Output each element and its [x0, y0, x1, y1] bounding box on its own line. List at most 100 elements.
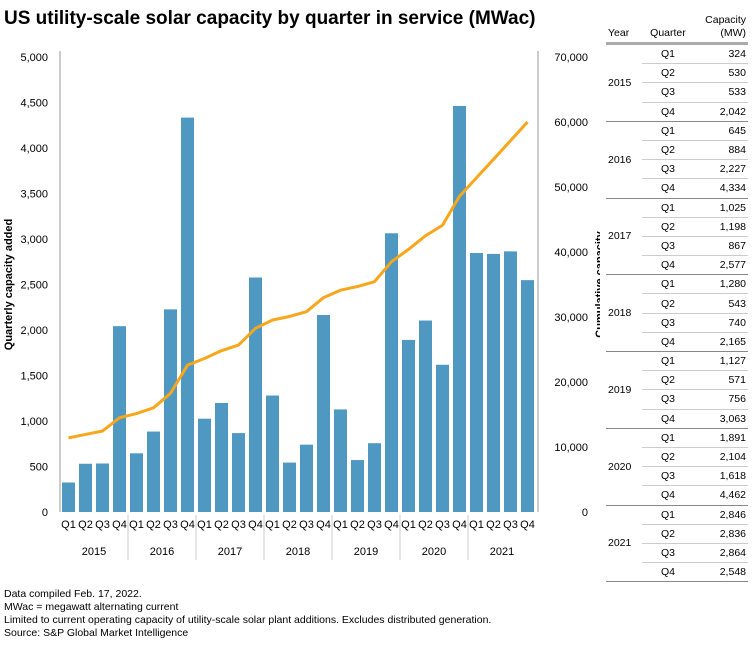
year-cell: 2016 — [606, 121, 642, 199]
y2-tick-label: 0 — [582, 507, 588, 519]
year-label: 2015 — [82, 546, 106, 558]
bar — [198, 418, 211, 512]
x-tick-label: Q2 — [418, 519, 433, 531]
quarter-cell: Q4 — [641, 255, 694, 276]
y-tick-label: 1,500 — [20, 371, 48, 383]
table-row: Q2 543 — [606, 293, 748, 314]
x-tick-label: Q1 — [197, 519, 212, 531]
year-cell: 2018 — [606, 274, 642, 352]
y2-tick-label: 50,000 — [554, 182, 588, 194]
header-quarter: Quarter — [641, 14, 694, 45]
x-tick-label: Q1 — [333, 519, 348, 531]
y2-tick-label: 30,000 — [554, 312, 588, 324]
quarter-cell: Q4 — [641, 102, 694, 122]
year-label: 2016 — [150, 546, 174, 558]
quarter-cell: Q3 — [641, 466, 694, 487]
bar — [368, 443, 381, 512]
quarter-cell: Q2 — [641, 370, 694, 391]
table-row: Q4 4,462 — [606, 485, 748, 506]
quarter-cell: Q2 — [641, 140, 694, 161]
y-tick-label: 0 — [42, 507, 48, 519]
capacity-cell: 1,127 — [694, 351, 748, 372]
x-tick-label: Q2 — [78, 519, 93, 531]
capacity-cell: 4,462 — [694, 485, 748, 506]
bar — [402, 339, 415, 512]
x-tick-label: Q4 — [452, 519, 467, 531]
cumulative-line — [68, 120, 529, 440]
x-tick-label: Q4 — [112, 519, 127, 531]
table-row: Q4 2,042 — [606, 102, 748, 122]
x-tick-label: Q3 — [435, 519, 450, 531]
table-row: Q3 740 — [606, 313, 748, 333]
bar — [249, 277, 262, 512]
quarter-cell: Q1 — [641, 505, 694, 525]
quarter-cell: Q2 — [641, 524, 694, 544]
table-row: Q2 2,836 — [606, 524, 748, 544]
table-row: Q2 2,104 — [606, 447, 748, 468]
capacity-cell: 2,227 — [694, 159, 748, 180]
combo-chart: 0 500 1,000 1,500 2,000 2,500 3,000 3,500 4,000 4… — [3, 51, 600, 560]
year-cell: 2019 — [606, 351, 642, 429]
note: MWac = megawatt alternating current — [4, 601, 179, 613]
table-row: 2020 Q1 1,891 — [606, 428, 748, 506]
capacity-cell: 756 — [694, 389, 748, 410]
table-row: Q4 4,334 — [606, 178, 748, 199]
bar — [164, 309, 177, 512]
x-tick-label: Q1 — [469, 519, 484, 531]
year-label: 2020 — [422, 546, 446, 558]
year-cell: 2015 — [606, 43, 642, 122]
x-tick-label: Q2 — [486, 519, 501, 531]
capacity-cell: 4,334 — [694, 178, 748, 199]
table-row: Q4 2,548 — [606, 562, 748, 583]
bar — [283, 462, 296, 512]
capacity-cell: 884 — [694, 140, 748, 161]
quarter-cell: Q1 — [641, 198, 694, 218]
capacity-cell: 1,618 — [694, 466, 748, 487]
table-row: Q3 533 — [606, 82, 748, 103]
quarter-cell: Q3 — [641, 389, 694, 410]
year-cell: 2017 — [606, 198, 642, 276]
capacity-cell: 533 — [694, 82, 748, 103]
capacity-cell: 2,548 — [694, 562, 748, 583]
bar — [504, 251, 517, 512]
quarter-cell: Q3 — [641, 543, 694, 564]
table-row: Q4 3,063 — [606, 409, 748, 429]
header-year: Year — [606, 14, 642, 45]
bar — [487, 253, 500, 512]
quarter-cell: Q4 — [641, 562, 694, 583]
x-tick-label: Q4 — [384, 519, 399, 531]
y-tick-label: 2,000 — [20, 325, 48, 337]
capacity-cell: 530 — [694, 63, 748, 84]
quarter-cell: Q4 — [641, 178, 694, 199]
x-tick-label: Q1 — [401, 519, 416, 531]
y-tick-label: 3,500 — [20, 189, 48, 201]
quarter-cell: Q1 — [641, 351, 694, 372]
capacity-cell: 2,864 — [694, 543, 748, 564]
x-tick-label: Q3 — [503, 519, 518, 531]
quarter-cell: Q2 — [641, 63, 694, 84]
y2-tick-label: 60,000 — [554, 117, 588, 129]
y-tick-label: 2,500 — [20, 280, 48, 292]
table-row: Q4 2,165 — [606, 332, 748, 353]
x-tick-label: Q4 — [316, 519, 331, 531]
quarter-cell: Q3 — [641, 236, 694, 257]
data-table: Year Quarter Capacity (MW) 2015 Q1 324 Q2 53… — [606, 14, 748, 583]
chart-title: US utility-scale solar capacity by quart… — [4, 8, 536, 29]
y-tick-label: 4,500 — [20, 98, 48, 110]
quarter-cell: Q3 — [641, 159, 694, 180]
capacity-cell: 2,042 — [694, 102, 748, 122]
capacity-cell: 1,198 — [694, 217, 748, 237]
table-row: Q2 884 — [606, 140, 748, 161]
x-tick-label: Q3 — [95, 519, 110, 531]
capacity-cell: 645 — [694, 121, 748, 141]
bar — [147, 431, 160, 512]
capacity-cell: 2,846 — [694, 505, 748, 525]
bar — [317, 314, 330, 512]
table-row: Q2 571 — [606, 370, 748, 391]
note: Source: S&P Global Market Intelligence — [4, 627, 189, 639]
capacity-cell: 571 — [694, 370, 748, 391]
capacity-cell: 2,104 — [694, 447, 748, 468]
x-tick-label: Q2 — [146, 519, 161, 531]
table-row: 2018 Q1 1,280 — [606, 274, 748, 352]
